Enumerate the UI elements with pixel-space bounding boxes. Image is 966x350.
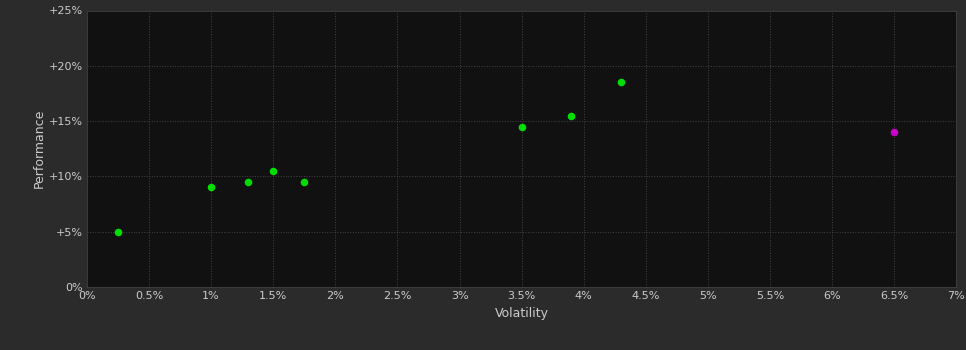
Point: [241, 179, 256, 185]
Point: [887, 130, 902, 135]
Point: [204, 185, 219, 190]
Y-axis label: Performance: Performance: [33, 109, 45, 188]
Point: [514, 124, 529, 130]
Point: [266, 168, 281, 174]
Point: [563, 113, 579, 118]
Point: [297, 179, 312, 185]
X-axis label: Volatility: Volatility: [495, 307, 549, 320]
Point: [110, 229, 126, 234]
Point: [613, 79, 629, 85]
